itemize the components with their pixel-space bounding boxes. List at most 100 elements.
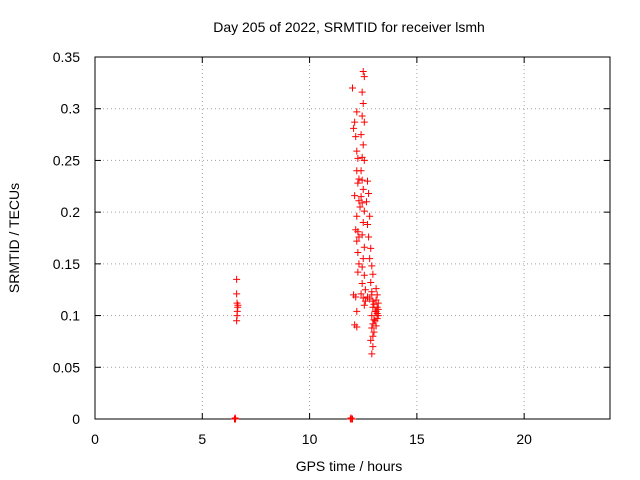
data-point xyxy=(352,293,360,301)
data-point xyxy=(357,167,365,175)
data-point xyxy=(356,203,364,211)
axis-ticks: 0 5 10 15 20 0 0.05 0.1 0.15 0.2 0.25 0.3 0.35 xyxy=(53,49,610,447)
plot-frame xyxy=(94,56,611,420)
data-point xyxy=(366,255,374,263)
data-point xyxy=(371,317,379,325)
data-point xyxy=(361,286,369,294)
data-point xyxy=(353,212,361,220)
y-tick-label: 0.35 xyxy=(53,49,80,65)
data-point xyxy=(353,237,361,245)
data-point xyxy=(357,290,365,298)
chart-title: Day 205 of 2022, SRMTID for receiver lsm… xyxy=(213,19,485,35)
data-point xyxy=(234,301,242,309)
data-point xyxy=(352,133,360,141)
data-point xyxy=(347,414,355,422)
data-point xyxy=(350,124,358,132)
data-point xyxy=(353,323,361,331)
data-point xyxy=(360,243,368,251)
data-point xyxy=(360,271,368,279)
data-point xyxy=(349,84,356,92)
data-point xyxy=(359,255,367,263)
data-point xyxy=(368,312,376,320)
data-point xyxy=(369,297,377,305)
x-tick-label: 0 xyxy=(91,431,99,447)
data-point xyxy=(353,108,361,116)
data-point xyxy=(349,415,356,423)
data-point xyxy=(358,231,366,239)
data-point xyxy=(364,177,372,185)
data-point xyxy=(358,112,366,120)
data-point xyxy=(366,212,374,220)
data-point xyxy=(233,275,241,283)
data-point xyxy=(355,260,363,268)
data-point xyxy=(373,310,381,318)
data-point xyxy=(360,207,368,215)
y-tick-label: 0.3 xyxy=(61,101,81,117)
data-point xyxy=(231,414,239,422)
x-axis-label: GPS time / hours xyxy=(296,458,403,474)
data-point xyxy=(359,67,367,75)
data-point xyxy=(374,305,382,313)
data-point xyxy=(354,268,362,276)
x-tick-label: 20 xyxy=(516,431,532,447)
data-point xyxy=(354,154,362,162)
data-point xyxy=(372,285,380,293)
data-point xyxy=(365,233,373,241)
data-point xyxy=(358,176,366,184)
data-point xyxy=(367,244,375,252)
data-point xyxy=(353,307,361,315)
data-point xyxy=(369,332,377,340)
data-point xyxy=(354,248,362,256)
data-point xyxy=(360,73,368,81)
data-point xyxy=(358,88,366,96)
data-point xyxy=(370,300,378,308)
data-point xyxy=(358,199,366,207)
data-point xyxy=(369,343,377,351)
y-axis-label: SRMTID / TECUs xyxy=(6,183,22,293)
y-tick-label: 0 xyxy=(72,411,80,427)
grid-lines xyxy=(95,57,610,419)
data-point xyxy=(358,263,366,271)
data-point xyxy=(368,350,376,358)
y-tick-label: 0.15 xyxy=(53,256,80,272)
y-tick-label: 0.05 xyxy=(53,359,80,375)
data-point xyxy=(374,299,382,307)
x-tick-label: 5 xyxy=(198,431,206,447)
y-tick-label: 0.25 xyxy=(53,152,80,168)
data-point xyxy=(360,301,368,309)
data-point xyxy=(359,218,367,226)
data-point xyxy=(351,118,359,126)
data-point xyxy=(361,297,369,305)
data-point xyxy=(367,336,375,344)
data-point xyxy=(365,190,373,198)
data-point xyxy=(359,141,367,149)
data-point xyxy=(362,198,370,206)
data-point xyxy=(369,270,377,278)
y-tick-label: 0.2 xyxy=(61,204,81,220)
data-point xyxy=(373,291,381,299)
x-tick-label: 15 xyxy=(409,431,425,447)
data-point xyxy=(355,175,363,183)
data-point xyxy=(372,322,380,330)
data-point xyxy=(367,278,375,286)
data-point xyxy=(354,179,362,187)
data-points xyxy=(230,67,382,423)
data-point xyxy=(370,328,378,336)
data-point xyxy=(233,317,241,325)
data-point xyxy=(360,118,368,126)
data-point xyxy=(233,290,241,298)
y-tick-label: 0.1 xyxy=(61,308,81,324)
data-point xyxy=(359,185,367,193)
data-point xyxy=(360,156,368,164)
data-point xyxy=(354,228,362,236)
data-point xyxy=(357,193,365,201)
x-tick-label: 10 xyxy=(302,431,318,447)
data-point xyxy=(368,324,376,332)
data-point xyxy=(351,192,359,200)
data-point xyxy=(357,131,365,139)
data-point xyxy=(358,280,366,288)
data-point xyxy=(368,262,376,270)
data-point xyxy=(364,221,372,229)
data-point xyxy=(353,147,361,155)
